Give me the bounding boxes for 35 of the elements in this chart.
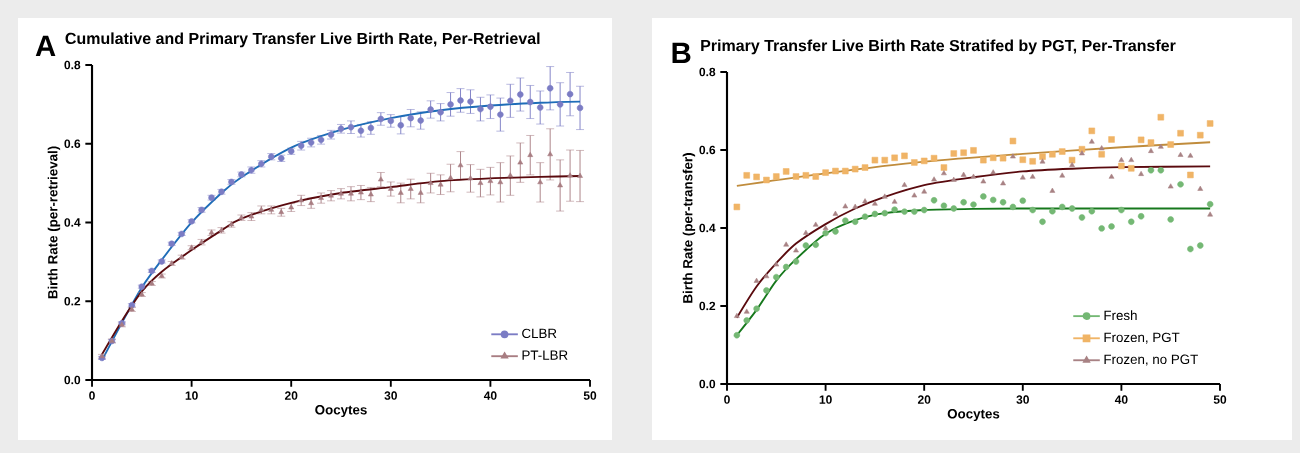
y-axis-title: Birth Rate (per-retrieval) [47, 146, 61, 299]
x-axis-title: Oocytes [947, 409, 1000, 422]
x-tick-label: 30 [1016, 395, 1029, 404]
y-tick-label: 0.0 [64, 375, 81, 385]
legend-label: Frozen, PGT [1104, 332, 1180, 344]
x-tick-label: 20 [917, 395, 931, 404]
x-tick-label: 20 [284, 391, 298, 400]
chart-title: Cumulative and Primary Transfer Live Birth Rate, Per-Retrieval [65, 32, 540, 48]
text: B [672, 42, 691, 63]
x-tick-label: 10 [819, 395, 832, 404]
legend-label: CLBR [522, 328, 557, 339]
legend-label: Frozen, no PGT [1104, 354, 1198, 366]
chart-title: Primary Transfer Live Birth Rate Stratifed by PGT, Per-Transfer [701, 39, 1176, 55]
x-tick-label: 40 [483, 391, 497, 400]
y-axis-title: Birth Rate (per-transfer) [682, 153, 696, 303]
x-tick-label: 0 [724, 395, 730, 404]
y-tick-label: 0.4 [64, 218, 81, 227]
y-tick-label: 0.8 [64, 60, 81, 70]
x-tick-label: 40 [1114, 395, 1128, 404]
y-tick-label: 0.2 [64, 296, 81, 306]
y-tick-label: 0.0 [699, 379, 716, 389]
legend-label: PT-LBR [522, 350, 568, 360]
y-tick-label: 0.4 [699, 223, 716, 233]
x-tick-label: 10 [185, 391, 198, 400]
x-tick-label: 0 [89, 391, 95, 400]
legend-label: Fresh [1104, 310, 1137, 321]
y-tick-label: 0.2 [699, 301, 716, 311]
y-tick-label: 0.6 [64, 139, 81, 148]
text: A [35, 35, 56, 56]
x-tick-label: 30 [384, 391, 397, 400]
x-tick-label: 50 [1213, 395, 1227, 404]
y-tick-label: 0.8 [699, 67, 716, 77]
x-tick-label: 50 [583, 391, 597, 400]
x-axis-title: Oocytes [315, 405, 367, 418]
y-tick-label: 0.6 [699, 145, 716, 155]
